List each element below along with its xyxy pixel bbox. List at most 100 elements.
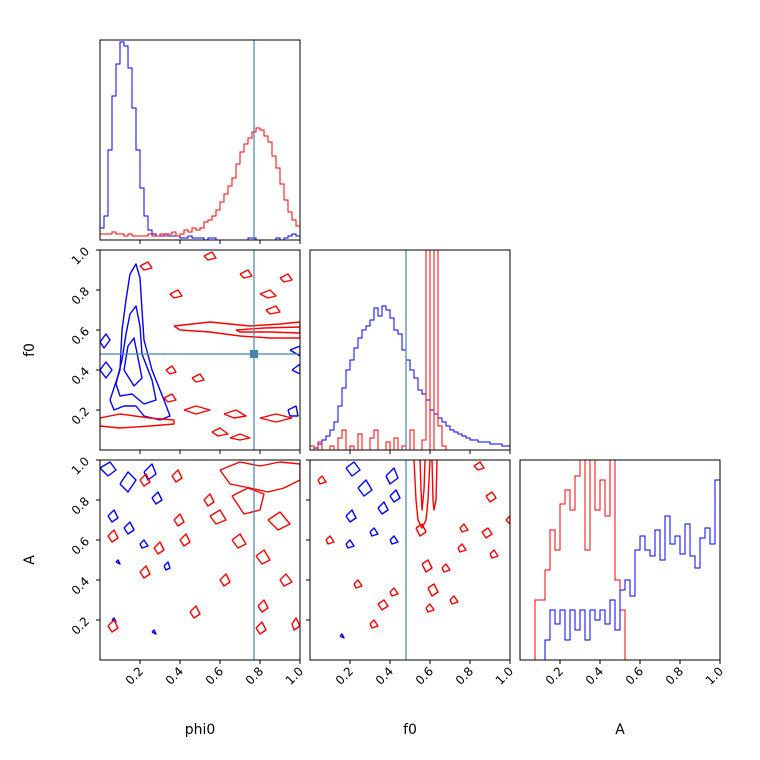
contour-sample_a: [100, 461, 117, 477]
x-tick-label: 0.4: [583, 664, 606, 687]
x-tick-label: 1.0: [493, 664, 516, 687]
contour-sample_b: [431, 460, 438, 511]
x-tick-label: 0.6: [413, 664, 436, 687]
contour-sample_b: [183, 405, 211, 415]
contour-panel-phi0-f0: [100, 251, 300, 441]
x-axis-label-A: A: [615, 722, 625, 738]
contour-sample_a: [151, 629, 157, 635]
contour-sample_b: [235, 326, 300, 334]
contour-sample_b: [441, 563, 451, 573]
contour-sample_b: [279, 273, 293, 283]
contour-sample_b: [419, 460, 426, 511]
contour-sample_b: [189, 605, 201, 619]
histogram-series-sample_b: [100, 127, 300, 237]
x-tick-label: 0.8: [663, 664, 686, 687]
x-tick-label: 1.0: [703, 664, 726, 687]
contour-sample_a: [345, 509, 357, 523]
x-axis-label-f0: f0: [403, 722, 417, 738]
contour-sample_b: [317, 475, 327, 485]
contour-sample_b: [369, 619, 379, 629]
contour-sample_a: [107, 509, 119, 523]
contour-sample_b: [255, 621, 267, 635]
contour-sample_b: [211, 427, 229, 437]
x-tick-label: 0.2: [543, 664, 566, 687]
histogram-phi0: [100, 41, 300, 240]
y-tick-label: 0.2: [69, 614, 92, 637]
y-tick-label: 0.6: [69, 324, 92, 347]
contour-sample_b: [139, 473, 151, 487]
contour-sample_a: [377, 501, 389, 515]
y-axis-label-f0: f0: [22, 343, 38, 357]
panel-frame-phi0-f0: [99, 249, 301, 451]
contour-sample_b: [291, 617, 300, 631]
contour-sample_a: [289, 345, 300, 357]
contour-sample_b: [353, 579, 363, 589]
contour-sample_b: [427, 583, 439, 597]
contour-sample_b: [165, 365, 177, 375]
y-tick-label: 1.0: [69, 454, 92, 477]
contour-sample_b: [173, 513, 185, 527]
contour-sample_b: [389, 587, 399, 597]
x-tick-label: 0.8: [243, 664, 266, 687]
contour-sample_b: [107, 529, 119, 543]
contour-sample_b: [203, 251, 217, 261]
contour-panel-phi0-A: [100, 461, 300, 635]
contour-sample_b: [259, 413, 293, 423]
contour-sample_b: [239, 269, 253, 279]
contour-sample_b: [257, 599, 269, 613]
panel-frame-f0-f0: [309, 249, 511, 451]
contour-sample_b: [489, 549, 499, 559]
x-tick-label: 0.6: [203, 664, 226, 687]
contour-sample_a: [143, 463, 157, 481]
y-tick-label: 0.8: [69, 494, 92, 517]
contour-sample_a: [345, 461, 361, 477]
contour-sample_b: [100, 413, 175, 429]
x-tick-label: 0.8: [453, 664, 476, 687]
y-tick-label: 1.0: [69, 244, 92, 267]
panel-frame-A-A: [519, 459, 721, 661]
contour-sample_a: [357, 479, 373, 497]
contour-sample_a: [389, 489, 401, 503]
contour-sample_a: [100, 333, 111, 349]
contour-sample_a: [389, 535, 399, 545]
contour-sample_b: [421, 559, 433, 573]
y-axis-label-A: A: [22, 555, 38, 565]
contour-sample_b: [259, 289, 277, 299]
contour-sample_b: [169, 289, 183, 299]
contour-sample_b: [425, 603, 435, 613]
contour-sample_a: [151, 491, 163, 505]
contour-sample_a: [287, 405, 299, 417]
contour-sample_b: [459, 523, 469, 533]
y-tick-label: 0.8: [69, 284, 92, 307]
contour-sample_b: [231, 533, 247, 549]
contour-sample_b: [153, 541, 165, 555]
panel-frame-phi0-phi0: [99, 39, 301, 241]
contour-sample_b: [191, 373, 205, 383]
contour-sample_a: [385, 467, 399, 485]
contour-sample_b: [209, 509, 227, 525]
contour-sample_a: [139, 539, 149, 549]
histogram-f0: [310, 250, 510, 450]
histogram-series-sample_a: [310, 305, 510, 450]
contour-sample_b: [473, 461, 485, 471]
contour-sample_b: [325, 535, 335, 545]
contour-sample_b: [229, 433, 251, 441]
contour-sample_b: [449, 595, 459, 605]
contour-sample_b: [415, 523, 427, 537]
contour-sample_a: [123, 337, 143, 387]
histogram-A: [520, 460, 720, 660]
y-tick-label: 0.4: [69, 574, 92, 597]
y-tick-label: 0.2: [69, 404, 92, 427]
panel-frame-phi0-A: [99, 459, 301, 661]
histogram-series-sample_b: [520, 460, 720, 660]
panel-frame-f0-A: [309, 459, 511, 661]
x-tick-label: 0.4: [373, 664, 396, 687]
contour-sample_a: [119, 471, 137, 493]
contour-sample_a: [123, 521, 135, 535]
x-tick-label: 0.2: [333, 664, 356, 687]
contour-sample_b: [203, 493, 215, 507]
contour-sample_b: [173, 321, 300, 339]
contour-sample_a: [115, 559, 121, 565]
contour-sample_b: [279, 573, 293, 587]
